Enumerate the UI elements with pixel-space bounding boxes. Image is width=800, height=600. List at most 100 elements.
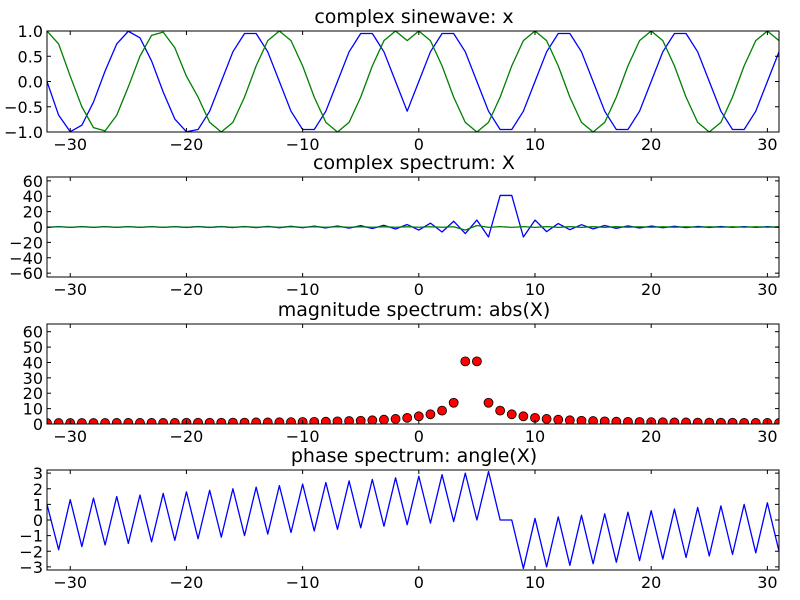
panel-4-title: phase spectrum: angle(X) — [291, 445, 537, 467]
series-line-green — [47, 224, 779, 231]
magnitude-point — [262, 417, 273, 424]
x-tick-label: −30 — [53, 135, 87, 154]
magnitude-point — [135, 418, 145, 424]
magnitude-point — [611, 416, 622, 424]
x-tick-label: −30 — [53, 280, 87, 299]
magnitude-point — [692, 417, 703, 424]
magnitude-point — [332, 416, 343, 424]
x-tick-label: −10 — [286, 573, 320, 592]
magnitude-point — [216, 417, 227, 424]
x-tick-label: −20 — [170, 427, 204, 446]
magnitude-point — [47, 418, 52, 424]
x-tick-label: 20 — [641, 280, 661, 299]
x-tick-label: 0 — [414, 427, 424, 446]
magnitude-point — [460, 356, 471, 367]
y-tick-label: 1.0 — [18, 22, 43, 41]
magnitude-point — [169, 418, 180, 424]
magnitude-point — [623, 416, 633, 424]
y-tick-label: −20 — [9, 233, 43, 252]
axes-frame — [46, 30, 780, 133]
x-tick-label: 0 — [414, 135, 424, 154]
magnitude-point — [88, 418, 99, 424]
magnitude-point — [483, 397, 494, 408]
magnitude-point — [669, 417, 680, 424]
magnitude-point — [111, 418, 122, 424]
magnitude-point — [367, 415, 378, 424]
y-tick-label: 30 — [23, 369, 43, 388]
magnitude-point — [146, 418, 157, 424]
x-tick-label: 0 — [414, 573, 424, 592]
panel-4: phase spectrum: angle(X) −30 −20 −10 0 10 20 3… — [19, 445, 780, 592]
series-line-blue — [47, 31, 779, 132]
magnitude-point — [774, 418, 779, 424]
y-tick-label: 60 — [23, 323, 43, 342]
y-tick-label: 50 — [23, 338, 43, 357]
x-tick-label: 10 — [525, 427, 545, 446]
panel-3-data — [47, 356, 779, 424]
x-tick-label: 20 — [641, 135, 661, 154]
magnitude-point — [53, 418, 64, 424]
y-tick-label: −0.5 — [4, 98, 43, 117]
magnitude-point — [274, 417, 285, 424]
panel-1-plot: −30 −20 −10 0 10 20 30 −1.0 −0.5 0.0 0.5 1.0 — [4, 22, 780, 154]
magnitude-point — [750, 418, 761, 424]
magnitude-point — [704, 417, 715, 424]
panel-2-title: complex spectrum: X — [313, 152, 515, 174]
panel-2-data — [47, 194, 779, 238]
y-tick-label: 0 — [33, 511, 43, 530]
y-tick-label: 0.5 — [18, 47, 43, 66]
x-tick-label: 30 — [757, 280, 777, 299]
magnitude-point — [564, 415, 575, 424]
magnitude-point — [506, 409, 517, 420]
panel-3-title: magnitude spectrum: abs(X) — [278, 299, 551, 321]
x-tick-label: 30 — [757, 427, 777, 446]
panel-4-data — [47, 470, 779, 570]
x-tick-label: 20 — [641, 573, 661, 592]
y-tick-label: 40 — [23, 353, 43, 372]
x-tick-label: 30 — [757, 573, 777, 592]
y-tick-label: 40 — [23, 187, 43, 206]
magnitude-point — [379, 414, 389, 424]
magnitude-point — [681, 417, 691, 424]
magnitude-point — [518, 411, 529, 422]
series-line-blue — [47, 470, 779, 570]
y-tick-label: 10 — [23, 400, 43, 419]
magnitude-point — [425, 409, 436, 420]
magnitude-point — [344, 416, 354, 424]
y-tick-label: 0.0 — [18, 73, 43, 92]
panel-3: magnitude spectrum: abs(X) −30 −20 −10 0 10 2… — [23, 299, 780, 446]
magnitude-point — [355, 415, 366, 424]
panel-1-data — [47, 31, 779, 132]
magnitude-point — [716, 417, 726, 424]
magnitude-point — [437, 405, 447, 416]
panel-1: complex sinewave: x −30 −20 −10 0 10 20 30 −1.0… — [4, 6, 780, 154]
magnitude-point — [634, 417, 645, 424]
y-tick-label: −2 — [19, 542, 43, 561]
x-tick-label: 10 — [525, 135, 545, 154]
magnitude-point — [727, 417, 738, 424]
magnitude-point — [228, 417, 238, 424]
axes-frame — [46, 323, 780, 425]
y-tick-label: 3 — [33, 464, 43, 483]
y-tick-label: −60 — [9, 264, 43, 283]
magnitude-point — [495, 405, 506, 416]
y-tick-label: −40 — [9, 249, 43, 268]
magnitude-point — [413, 411, 424, 422]
magnitude-point — [239, 417, 250, 424]
magnitude-point — [390, 414, 401, 424]
magnitude-point — [320, 416, 331, 424]
magnitude-point — [588, 416, 598, 424]
magnitude-point — [251, 417, 262, 424]
x-tick-label: 30 — [757, 135, 777, 154]
magnitude-point — [193, 417, 203, 424]
y-tick-label: 0 — [33, 415, 43, 434]
x-tick-label: 20 — [641, 427, 661, 446]
x-tick-label: −10 — [286, 280, 320, 299]
magnitude-point — [286, 417, 296, 424]
x-tick-label: 10 — [525, 573, 545, 592]
series-line-blue — [47, 194, 779, 238]
